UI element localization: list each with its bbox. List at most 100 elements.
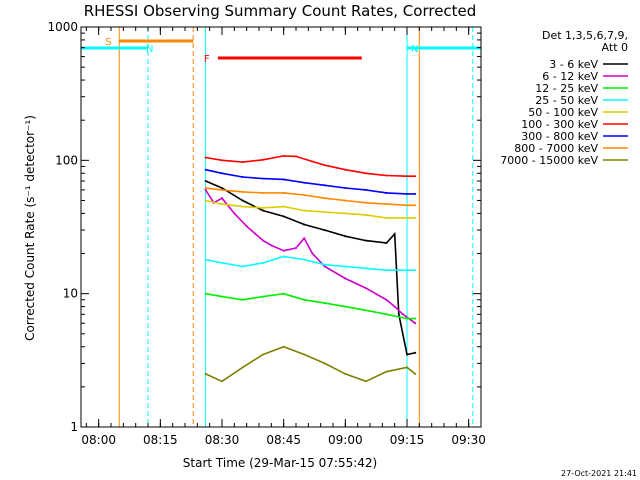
data-point-1-0 <box>204 188 207 191</box>
data-point-3-9 <box>385 269 388 272</box>
series-line-2 <box>205 292 416 320</box>
data-point-7-10 <box>406 204 408 207</box>
data-point-1-8 <box>295 247 297 249</box>
data-point-6-11 <box>414 192 417 195</box>
data-point-8-9 <box>385 370 388 373</box>
data-point-5-3 <box>262 158 265 161</box>
series-line-0 <box>205 180 416 356</box>
data-point-7-7 <box>344 199 347 202</box>
data-point-6-3 <box>262 177 265 180</box>
data-point-2-8 <box>364 309 367 312</box>
data-point-0-6 <box>323 229 326 232</box>
data-point-8-4 <box>282 345 285 348</box>
data-point-6-6 <box>323 184 326 187</box>
data-point-6-10 <box>406 192 408 195</box>
data-point-5-5 <box>295 155 297 158</box>
data-point-3-10 <box>406 269 408 272</box>
legend-label-2: 12 - 25 keV <box>535 82 598 95</box>
data-point-3-4 <box>282 255 285 258</box>
data-point-3-1 <box>221 261 223 264</box>
data-point-0-13 <box>414 351 417 354</box>
y-tick-label-0: 1 <box>70 420 78 434</box>
data-point-7-0 <box>204 187 207 189</box>
data-point-7-3 <box>262 191 265 194</box>
data-point-4-6 <box>323 211 326 213</box>
data-point-7-1 <box>221 188 223 191</box>
data-point-5-12 <box>414 175 417 178</box>
data-point-3-3 <box>262 261 265 264</box>
data-point-1-2 <box>221 197 223 200</box>
data-point-3-8 <box>364 267 367 270</box>
data-point-5-4 <box>282 154 285 157</box>
data-point-4-5 <box>303 209 306 212</box>
data-point-1-14 <box>385 298 388 301</box>
y-axis-label: Corrected Count Rate (s⁻¹ detector⁻¹) <box>23 115 37 341</box>
x-tick-label-6: 09:30 <box>451 433 486 447</box>
data-point-8-11 <box>414 372 417 375</box>
data-point-7-2 <box>241 190 244 193</box>
legend-label-1: 6 - 12 keV <box>542 70 598 83</box>
x-tick-label-3: 08:45 <box>266 433 301 447</box>
data-point-2-2 <box>241 298 244 301</box>
flag-label-2: N <box>411 44 418 55</box>
data-point-4-0 <box>204 199 207 202</box>
legend-header-1: Att 0 <box>602 41 628 54</box>
data-point-4-10 <box>406 216 408 219</box>
chart-title: RHESSI Observing Summary Count Rates, Co… <box>84 2 477 20</box>
data-point-8-7 <box>344 372 347 375</box>
legend-label-5: 100 - 300 keV <box>521 118 598 131</box>
flag-label-0: S <box>105 37 111 48</box>
data-point-0-12 <box>406 353 408 356</box>
data-point-2-4 <box>282 292 285 295</box>
data-point-0-10 <box>393 233 396 235</box>
data-point-2-11 <box>414 317 417 320</box>
data-point-4-8 <box>364 213 367 216</box>
data-point-8-1 <box>221 380 223 383</box>
data-point-5-1 <box>221 159 223 162</box>
data-point-1-5 <box>262 239 265 242</box>
legend-label-6: 300 - 800 keV <box>521 130 598 143</box>
y-tick-label-3: 1000 <box>47 20 78 34</box>
y-tick-label-1: 10 <box>63 287 78 301</box>
data-point-2-7 <box>344 305 347 308</box>
data-point-4-7 <box>344 212 347 215</box>
data-point-0-9 <box>385 242 388 244</box>
data-point-1-17 <box>414 322 417 325</box>
series-line-8 <box>205 345 416 383</box>
data-point-1-7 <box>282 249 285 252</box>
series-line-7 <box>205 187 416 207</box>
data-point-4-3 <box>262 206 265 209</box>
data-point-4-2 <box>241 205 244 208</box>
data-point-5-0 <box>204 156 207 159</box>
series-line-6 <box>205 168 416 195</box>
data-point-7-5 <box>303 194 306 196</box>
data-point-0-0 <box>204 180 207 182</box>
data-point-6-5 <box>303 181 306 184</box>
legend-label-3: 25 - 50 keV <box>535 94 598 107</box>
series-line-1 <box>204 189 416 324</box>
data-point-7-8 <box>364 201 367 204</box>
series-line-3 <box>205 255 416 271</box>
data-point-8-3 <box>262 353 265 356</box>
data-point-3-2 <box>241 265 244 268</box>
data-point-1-9 <box>303 237 306 240</box>
data-point-5-11 <box>406 175 408 178</box>
legend-header-0: Det 1,3,5,6,7,9, <box>542 29 628 42</box>
data-point-2-6 <box>323 302 326 305</box>
data-point-7-6 <box>323 197 326 200</box>
data-point-1-16 <box>401 313 404 316</box>
axes: 1 10 100 1000 08:00 08:15 08:30 08:45 09:00 09:15… <box>47 20 486 447</box>
series-line-5 <box>205 155 416 177</box>
data-point-2-10 <box>406 317 408 320</box>
data-point-0-8 <box>364 239 367 242</box>
legend-label-7: 800 - 7000 keV <box>514 142 598 155</box>
y-tick-label-2: 100 <box>55 153 78 167</box>
data-point-3-6 <box>323 263 326 266</box>
data-point-6-7 <box>344 187 347 189</box>
data-point-8-6 <box>323 362 326 365</box>
flag-label-1: N <box>146 44 153 55</box>
legend-label-4: 50 - 100 keV <box>528 106 598 119</box>
x-tick-label-1: 08:15 <box>143 433 178 447</box>
